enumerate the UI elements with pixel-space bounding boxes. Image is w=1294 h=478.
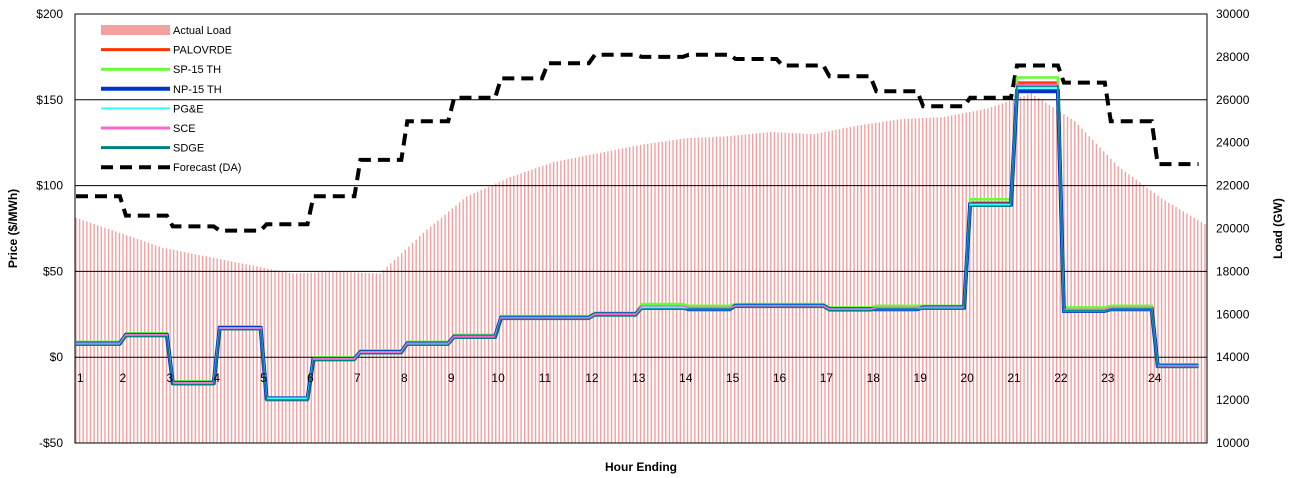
left-tick-label: $150: [36, 93, 63, 107]
x-tick-label: 17: [820, 371, 834, 385]
x-tick-label: 5: [260, 371, 267, 385]
x-tick-label: 10: [491, 371, 505, 385]
price-series: [76, 76, 1199, 402]
legend-label: PG&E: [173, 103, 204, 115]
x-tick-label: 7: [354, 371, 361, 385]
x-tick-label: 11: [539, 371, 552, 385]
x-tick-label: 6: [307, 371, 314, 385]
forecast-line: [76, 52, 1199, 233]
right-tick-label: 16000: [1216, 307, 1250, 321]
left-tick-label: $50: [43, 264, 63, 278]
x-tick-label: 9: [448, 371, 455, 385]
legend-label: SP-15 TH: [173, 64, 221, 76]
x-tick-label: 8: [401, 371, 408, 385]
forecast-series: [76, 52, 1199, 233]
actual-load-bars: [75, 93, 1206, 443]
right-axis-title: Load (GW): [1271, 198, 1285, 259]
x-axis-ticks: 1 2 3 4 5 6 7 8 9 10 11 12 13 14 15 16 17 18 19 20 21 22 23 24: [77, 371, 1162, 385]
x-tick-label: 1: [77, 371, 84, 385]
right-tick-label: 26000: [1216, 93, 1250, 107]
left-axis-ticks: $200 $150 $100 $50 $0 -$50: [36, 7, 63, 450]
right-tick-label: 18000: [1216, 264, 1250, 278]
legend-label: PALOVRDE: [173, 45, 232, 57]
right-tick-label: 30000: [1216, 7, 1250, 21]
left-axis-title: Price ($/MWh): [6, 189, 20, 268]
legend-label: SDGE: [173, 143, 204, 155]
x-tick-label: 24: [1148, 371, 1162, 385]
x-tick-label: 15: [726, 371, 740, 385]
x-tick-label: 20: [960, 371, 974, 385]
right-tick-label: 24000: [1216, 136, 1250, 150]
legend: Actual Load PALOVRDE SP-15 TH NP-15 TH PG&E S…: [101, 25, 241, 174]
right-tick-label: 28000: [1216, 50, 1250, 64]
legend-label: NP-15 TH: [173, 84, 222, 96]
x-tick-label: 21: [1007, 371, 1021, 385]
right-tick-label: 10000: [1216, 436, 1250, 450]
left-tick-label: $100: [36, 179, 63, 193]
right-tick-label: 12000: [1216, 393, 1250, 407]
x-tick-label: 18: [867, 371, 881, 385]
x-tick-label: 23: [1101, 371, 1115, 385]
x-tick-label: 12: [585, 371, 599, 385]
left-tick-label: -$50: [39, 436, 63, 450]
x-tick-label: 22: [1054, 371, 1068, 385]
plot-frame: [74, 13, 1208, 444]
x-tick-label: 3: [166, 371, 173, 385]
x-tick-label: 16: [773, 371, 787, 385]
x-tick-label: 4: [213, 371, 220, 385]
legend-label: Actual Load: [173, 25, 231, 37]
legend-label: Forecast (DA): [173, 162, 241, 174]
left-tick-label: $200: [36, 7, 63, 21]
x-tick-label: 13: [632, 371, 646, 385]
right-tick-label: 20000: [1216, 222, 1250, 236]
legend-swatch: [101, 25, 170, 35]
left-tick-label: $0: [50, 350, 64, 364]
x-tick-label: 19: [914, 371, 928, 385]
legend-label: SCE: [173, 123, 196, 135]
x-tick-label: 2: [120, 371, 127, 385]
series-line-sdge: [76, 85, 1199, 401]
x-tick-label: 14: [679, 371, 693, 385]
right-axis-ticks: 30000 28000 26000 24000 22000 20000 18000 16000…: [1216, 7, 1250, 450]
right-tick-label: 22000: [1216, 179, 1250, 193]
right-tick-label: 14000: [1216, 350, 1250, 364]
x-axis-title: Hour Ending: [605, 460, 677, 474]
